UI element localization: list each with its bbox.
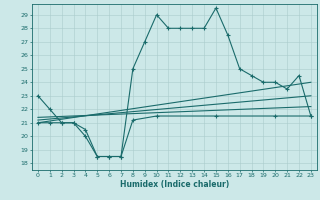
X-axis label: Humidex (Indice chaleur): Humidex (Indice chaleur) xyxy=(120,180,229,189)
